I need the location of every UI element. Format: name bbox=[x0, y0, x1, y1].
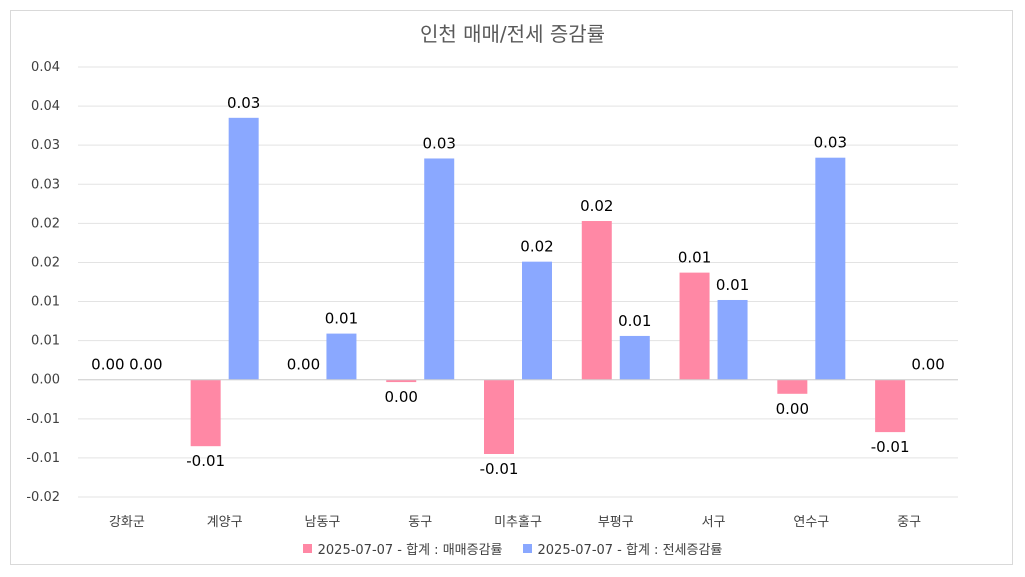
y-tick-label: -0.02 bbox=[26, 490, 60, 505]
bar bbox=[717, 299, 748, 380]
legend-item-sale: 2025-07-07 - 합계 : 매매증감률 bbox=[302, 539, 503, 558]
y-tick-label: 0.00 bbox=[31, 373, 60, 388]
y-tick-label: 0.02 bbox=[31, 216, 60, 231]
bar bbox=[875, 379, 906, 433]
x-tick-label: 부평구 bbox=[598, 515, 634, 530]
x-tick-label: 연수구 bbox=[793, 515, 829, 530]
bar bbox=[581, 221, 612, 380]
bar bbox=[777, 379, 808, 394]
y-tick-label: 0.04 bbox=[31, 99, 60, 114]
y-tick-label: 0.03 bbox=[31, 177, 60, 192]
data-label: 0.02 bbox=[580, 197, 613, 215]
chart-frame bbox=[10, 10, 1013, 565]
x-tick-label: 미추홀구 bbox=[494, 515, 542, 530]
x-tick-label: 남동구 bbox=[304, 515, 340, 530]
chart-title: 인천 매매/전세 증감률 bbox=[419, 22, 606, 46]
y-tick-label: 0.03 bbox=[31, 138, 60, 153]
legend-item-jeonse: 2025-07-07 - 합계 : 전세증감률 bbox=[522, 539, 723, 558]
bar bbox=[679, 272, 710, 380]
data-label: 0.03 bbox=[423, 134, 456, 152]
x-tick-label: 강화군 bbox=[109, 515, 145, 530]
legend-label-jeonse: 2025-07-07 - 합계 : 전세증감률 bbox=[537, 543, 723, 558]
data-label: 0.03 bbox=[227, 94, 260, 112]
data-label: 0.00 bbox=[129, 356, 162, 374]
data-label: 0.00 bbox=[776, 400, 809, 418]
data-label: 0.01 bbox=[618, 312, 651, 330]
x-tick-label: 서구 bbox=[702, 515, 726, 530]
data-label: 0.00 bbox=[287, 356, 320, 374]
y-tick-label: -0.01 bbox=[26, 451, 60, 466]
y-tick-label: -0.01 bbox=[26, 412, 60, 427]
data-label: 0.00 bbox=[911, 356, 944, 374]
bar bbox=[228, 117, 259, 380]
data-label: -0.01 bbox=[871, 438, 910, 456]
data-label: 0.03 bbox=[814, 134, 847, 152]
x-tick-label: 중구 bbox=[897, 515, 921, 530]
data-label: -0.01 bbox=[186, 452, 225, 470]
bar bbox=[190, 379, 221, 447]
data-label: 0.01 bbox=[325, 310, 358, 328]
y-tick-label: 0.02 bbox=[31, 255, 60, 270]
data-label: 0.01 bbox=[716, 276, 749, 294]
bar bbox=[815, 157, 846, 380]
bar bbox=[484, 379, 514, 454]
data-label: -0.01 bbox=[480, 460, 519, 478]
y-tick-label: 0.04 bbox=[31, 60, 60, 75]
bar bbox=[386, 379, 417, 383]
data-label: 0.02 bbox=[520, 238, 553, 256]
bar bbox=[522, 261, 552, 380]
legend-swatch-sale bbox=[302, 544, 312, 553]
y-tick-label: 0.01 bbox=[31, 295, 60, 310]
bar bbox=[326, 333, 357, 380]
data-label: 0.01 bbox=[678, 249, 711, 267]
bar bbox=[424, 158, 455, 380]
data-label: 0.00 bbox=[385, 388, 418, 406]
legend: 2025-07-07 - 합계 : 매매증감률 2025-07-07 - 합계 … bbox=[0, 539, 1025, 558]
legend-label-sale: 2025-07-07 - 합계 : 매매증감률 bbox=[317, 543, 503, 558]
bar bbox=[619, 335, 650, 380]
legend-swatch-jeonse bbox=[522, 544, 532, 553]
data-label: 0.00 bbox=[91, 356, 124, 374]
y-tick-label: 0.01 bbox=[31, 334, 60, 349]
x-tick-label: 동구 bbox=[408, 515, 432, 530]
x-tick-label: 계양구 bbox=[207, 515, 243, 530]
